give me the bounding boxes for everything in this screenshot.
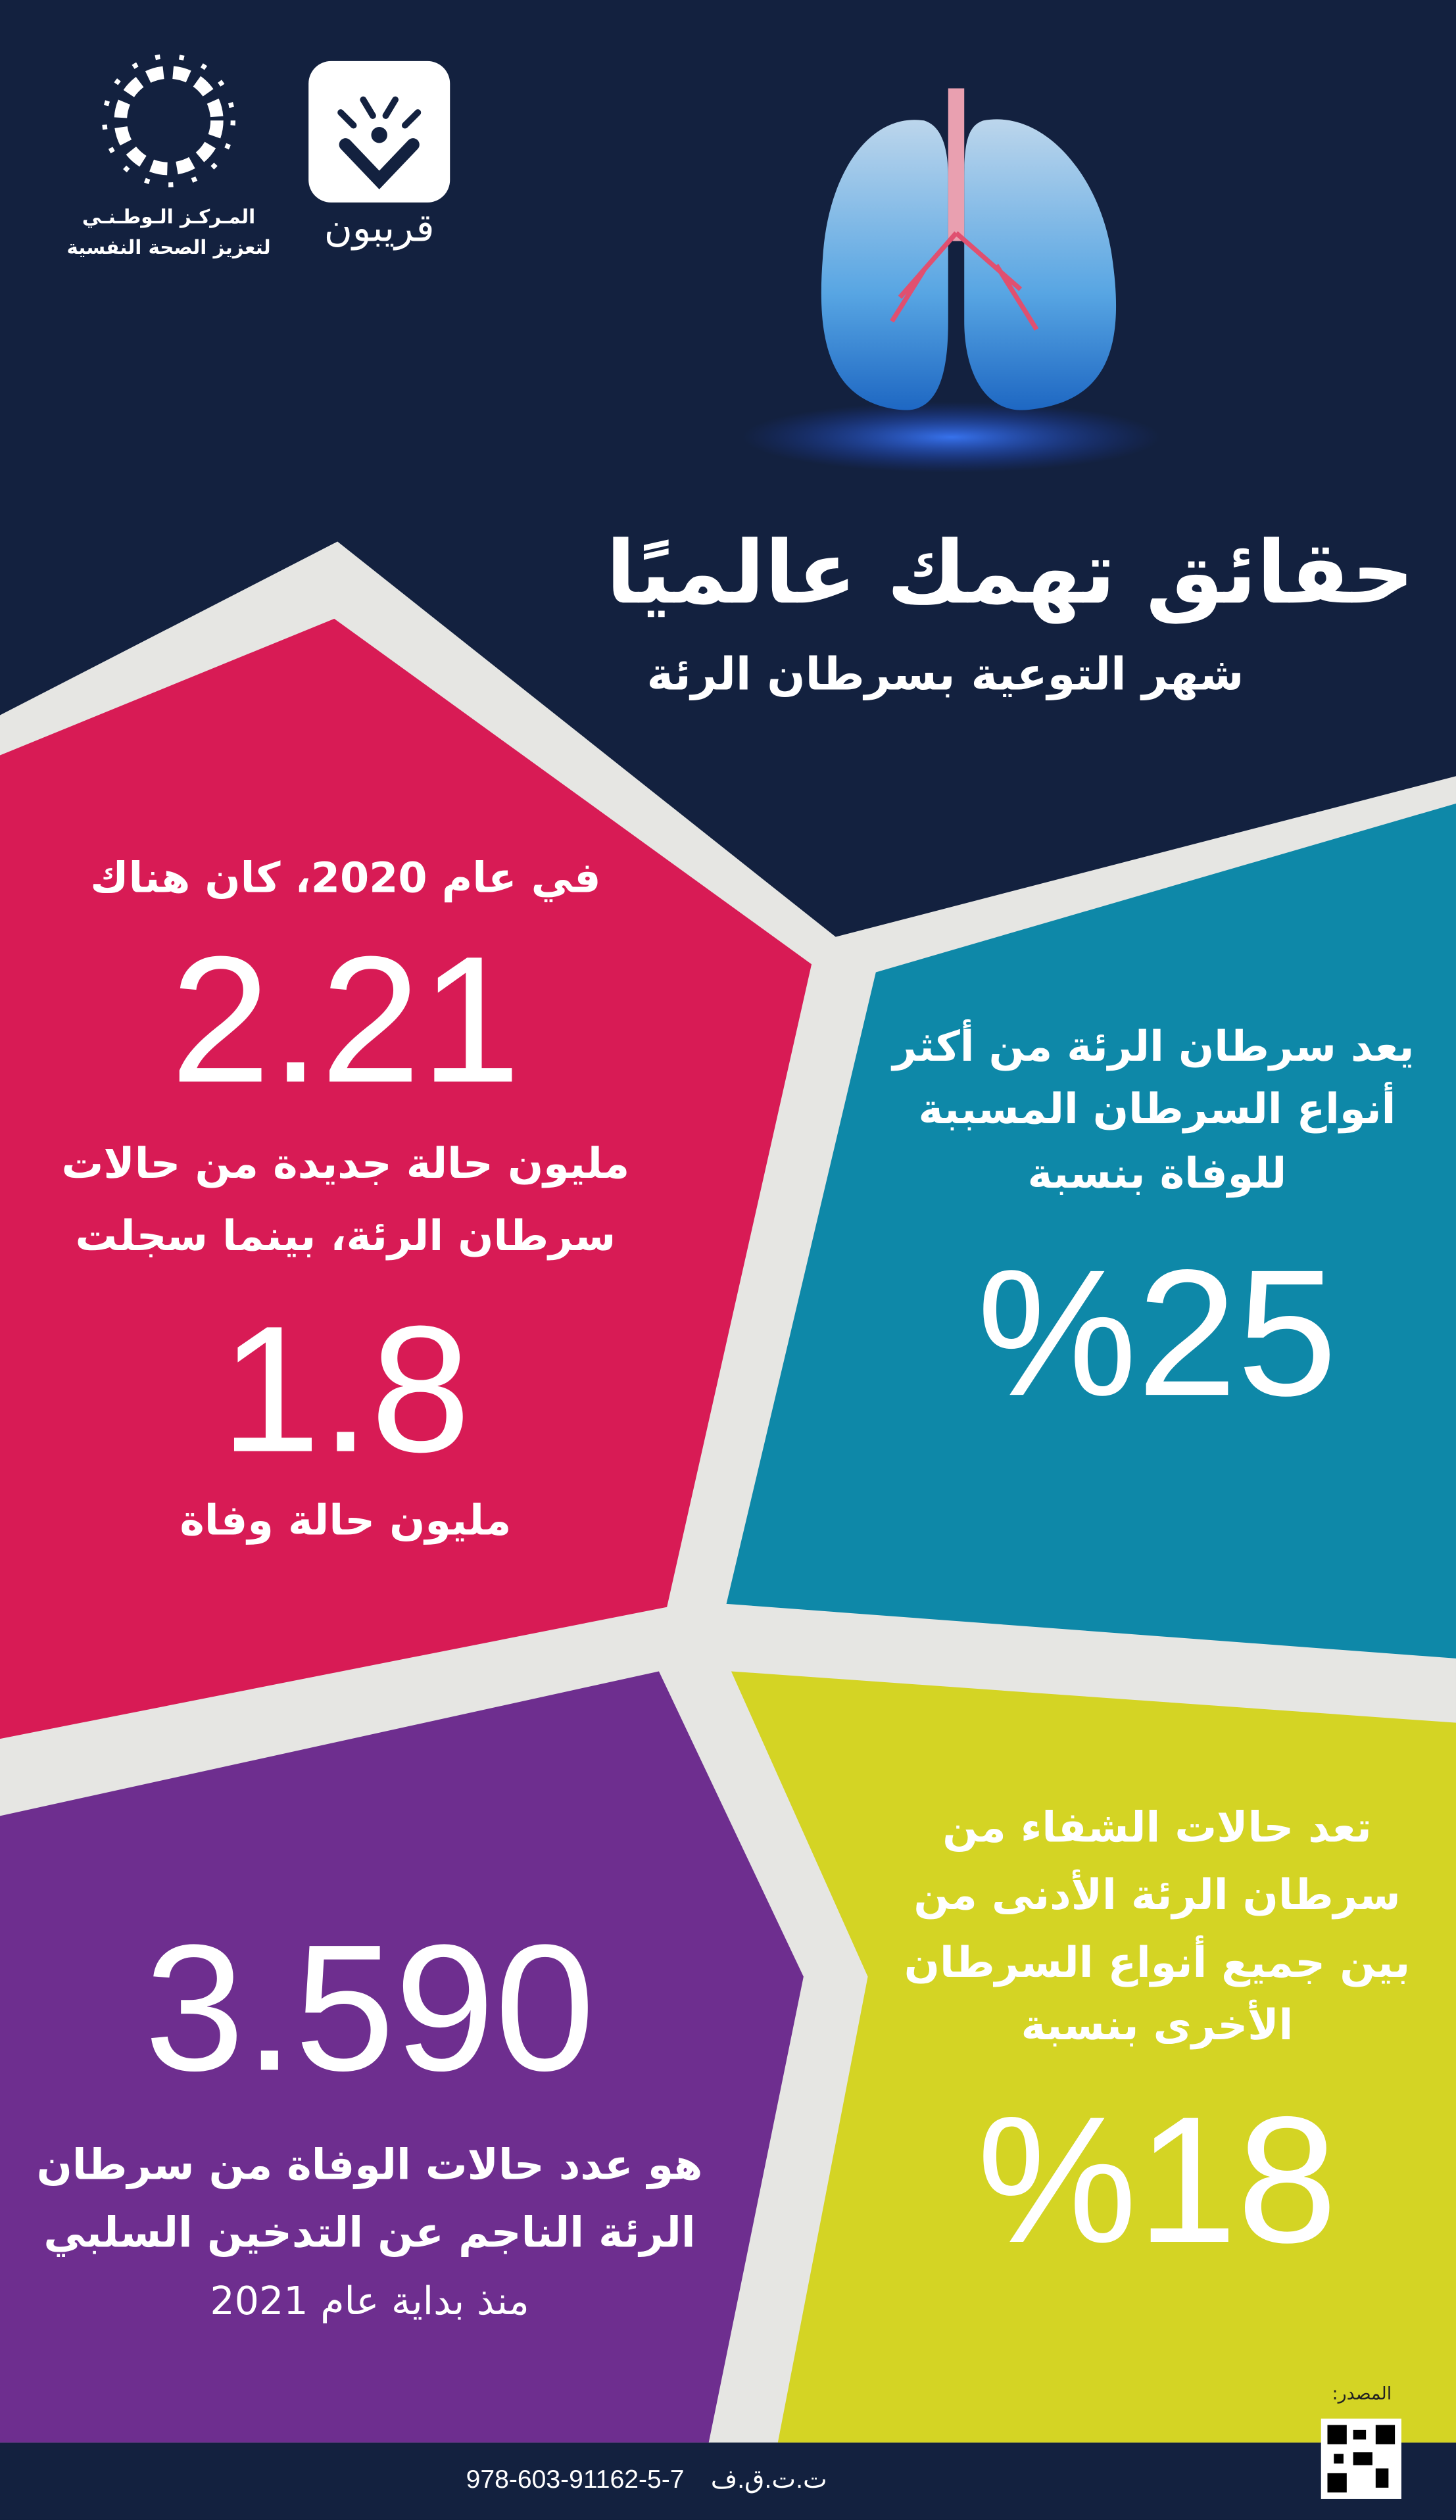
lungs-illustration [742,88,1161,473]
qareebon-logo-name: قريبون [324,205,435,251]
recovery-line1: تعد حالات الشفاء من [942,1805,1372,1853]
cases-line1: مليون حالة جديدة من حالات [61,1141,630,1190]
cases-intro: في عام 2020، كان هناك [90,855,601,904]
mortality-line2: أنواع السرطان المسببة [918,1086,1396,1135]
passive-smoking-line3: منذ بداية عام 2021 [210,2279,529,2324]
teal-panel [726,803,1456,1659]
ncmh-logo-line2: لتعزيز الصحة النفسية [66,236,271,259]
deaths-line: مليون حالة وفاة [180,1497,512,1546]
isbn-label: ت.ت.ق.ف [710,2467,827,2494]
qr-code[interactable] [1321,2418,1401,2499]
recovery-line4: الأخرى بنسبة [1021,2002,1294,2051]
recovery-line3: بين جميع أنواع السرطان [904,1939,1411,1988]
passive-smoking-line2: الرئة الناجم عن التدخين السلبي [43,2210,696,2258]
red-panel [0,618,812,1739]
source-label: المصدر: [1332,2383,1392,2404]
cases-line2: سرطان الرئة، بينما سجلت [75,1213,616,1262]
ncmh-logo-mark [102,53,236,187]
ncmh-logo-line1: المـركـز الـوطـنـي [82,205,256,229]
passive-smoking-number: 3.590 [144,1907,595,2109]
page-title: حقائق تهمك عالميًا [606,522,1415,624]
purple-panel [0,1671,804,2443]
qareebon-logo-mark [308,61,450,203]
deaths-number: 1.8 [220,1288,471,1490]
recovery-line2: سرطان الرئة الأدنى من [913,1872,1401,1921]
page-subtitle: شهر التوعية بسرطان الرئة [646,647,1244,701]
isbn-row: 978-603-91162-5-7 ت.ت.ق.ف [466,2463,827,2496]
mortality-line3: للوفاة بنسبة [1027,1150,1287,1199]
isbn-number: 978-603-91162-5-7 [466,2467,685,2494]
lime-panel [731,1671,1456,2443]
footer-bar [0,2442,1456,2520]
passive-smoking-line1: هو عدد حالات الوفاة من سرطان [36,2142,703,2191]
recovery-percent: %18 [977,2079,1338,2281]
cases-number: 2.21 [170,919,521,1121]
mortality-percent: %25 [977,1232,1338,1434]
mortality-line1: يعد سرطان الرئة من أكثر [892,1023,1415,1072]
